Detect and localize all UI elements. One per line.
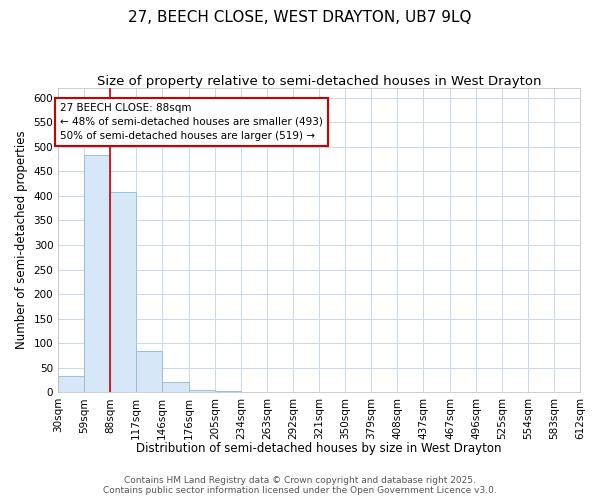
Title: Size of property relative to semi-detached houses in West Drayton: Size of property relative to semi-detach… (97, 75, 541, 88)
Y-axis label: Number of semi-detached properties: Number of semi-detached properties (15, 131, 28, 350)
Text: Contains HM Land Registry data © Crown copyright and database right 2025.
Contai: Contains HM Land Registry data © Crown c… (103, 476, 497, 495)
Bar (58, 376, 84, 392)
Text: 27 BEECH CLOSE: 88sqm
← 48% of semi-detached houses are smaller (493)
50% of sem: 27 BEECH CLOSE: 88sqm ← 48% of semi-deta… (60, 102, 323, 141)
Bar (189, 390, 215, 392)
Bar (110, 192, 136, 392)
Text: 27, BEECH CLOSE, WEST DRAYTON, UB7 9LQ: 27, BEECH CLOSE, WEST DRAYTON, UB7 9LQ (128, 10, 472, 25)
X-axis label: Distribution of semi-detached houses by size in West Drayton: Distribution of semi-detached houses by … (136, 442, 502, 455)
Bar (162, 382, 189, 392)
Bar (84, 154, 110, 392)
Bar (136, 350, 162, 392)
Bar (215, 391, 241, 392)
